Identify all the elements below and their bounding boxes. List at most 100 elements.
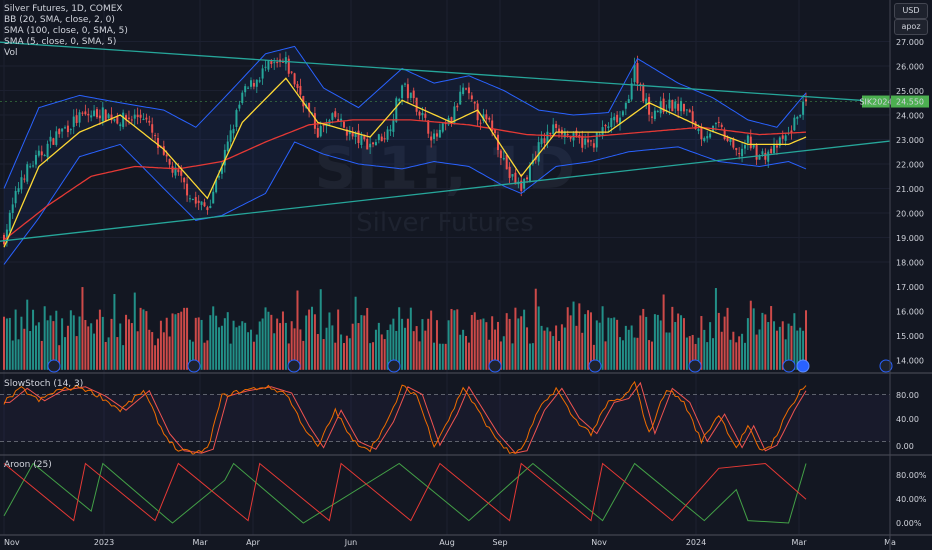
volume-bar bbox=[342, 343, 345, 370]
volume-bar bbox=[781, 321, 784, 370]
event-marker-icon bbox=[187, 359, 201, 373]
volume-bar bbox=[604, 341, 607, 370]
indicator-sma100-label[interactable]: SMA (100, close, 0, SMA, 5) bbox=[4, 26, 128, 36]
volume-bar bbox=[119, 323, 122, 370]
candle-body bbox=[98, 115, 101, 119]
volume-bar bbox=[584, 314, 587, 370]
volume-bar bbox=[682, 318, 685, 370]
volume-bar bbox=[357, 323, 360, 370]
volume-bar bbox=[209, 315, 212, 370]
candle-body bbox=[200, 201, 203, 205]
candle-body bbox=[151, 124, 154, 133]
volume-bar bbox=[159, 320, 162, 370]
volume-bar bbox=[197, 317, 200, 370]
candle-body bbox=[69, 129, 72, 131]
volume-bar bbox=[348, 338, 351, 370]
volume-bar bbox=[125, 314, 128, 370]
candle-body bbox=[633, 64, 636, 83]
volume-bar bbox=[241, 321, 244, 370]
volume-bar bbox=[743, 342, 746, 370]
currency-badge[interactable]: USD bbox=[894, 3, 928, 19]
candle-body bbox=[680, 100, 683, 112]
volume-bar bbox=[113, 294, 116, 370]
volume-bar bbox=[72, 315, 75, 370]
volume-bar bbox=[741, 333, 744, 370]
volume-bar bbox=[171, 313, 174, 370]
volume-bar bbox=[749, 300, 752, 370]
candle-body bbox=[191, 198, 194, 200]
aroon-tick-label: 0.00% bbox=[896, 519, 922, 528]
candle-body bbox=[223, 149, 226, 166]
volume-bar bbox=[694, 343, 697, 370]
candle-body bbox=[142, 118, 145, 120]
volume-bar bbox=[462, 329, 465, 370]
candle-body bbox=[685, 109, 688, 111]
candle-body bbox=[659, 101, 662, 114]
volume-bar bbox=[444, 343, 447, 370]
volume-bar bbox=[488, 339, 491, 370]
candle-body bbox=[421, 112, 424, 116]
volume-bar bbox=[674, 322, 677, 370]
watermark-name: Silver Futures bbox=[356, 208, 534, 238]
volume-bar bbox=[64, 337, 67, 370]
indicator-bb-label[interactable]: BB (20, SMA, close, 2, 0) bbox=[4, 15, 115, 25]
volume-bar bbox=[406, 318, 409, 370]
volume-bar bbox=[372, 342, 375, 370]
candle-body bbox=[125, 115, 128, 120]
volume-bar bbox=[404, 327, 406, 370]
volume-bar bbox=[746, 318, 749, 370]
volume-bar bbox=[427, 318, 430, 370]
volume-bar bbox=[697, 337, 700, 370]
volume-bar bbox=[659, 320, 662, 370]
candle-body bbox=[668, 99, 671, 109]
volume-bar bbox=[456, 309, 459, 370]
candle-body bbox=[601, 127, 604, 136]
volume-bar bbox=[183, 307, 186, 370]
price-tick-label: 16.000 bbox=[896, 308, 924, 317]
volume-bar bbox=[627, 329, 630, 370]
candle-body bbox=[276, 62, 279, 64]
candle-body bbox=[20, 177, 23, 190]
volume-bar bbox=[130, 323, 133, 370]
candle-body bbox=[595, 132, 598, 148]
volume-bar bbox=[29, 331, 32, 370]
stoch-label[interactable]: SlowStoch (14, 3) bbox=[4, 379, 84, 389]
indicator-sma5-label[interactable]: SMA (5, close, 0, SMA, 5) bbox=[4, 37, 117, 47]
candle-body bbox=[389, 129, 392, 132]
volume-bar bbox=[252, 341, 255, 370]
candle-body bbox=[75, 115, 78, 123]
candle-body bbox=[456, 105, 459, 108]
volume-bar bbox=[601, 306, 604, 370]
candle-body bbox=[761, 151, 764, 155]
candle-body bbox=[746, 135, 749, 143]
candle-body bbox=[523, 178, 526, 189]
candle-body bbox=[642, 84, 645, 102]
candle-body bbox=[374, 142, 377, 146]
candle-body bbox=[540, 138, 543, 145]
candle-body bbox=[351, 131, 354, 137]
indicator-vol-label[interactable]: Vol bbox=[4, 48, 18, 58]
volume-bar bbox=[598, 322, 601, 370]
volume-bar bbox=[136, 331, 139, 370]
aroon-up-line bbox=[3, 462, 807, 524]
candle-body bbox=[775, 145, 778, 148]
candle-body bbox=[616, 114, 619, 123]
volume-bar bbox=[122, 345, 125, 370]
volume-bar bbox=[165, 317, 168, 370]
candle-body bbox=[467, 87, 470, 94]
volume-bar bbox=[465, 335, 468, 370]
volume-bar bbox=[650, 341, 653, 370]
candle-body bbox=[453, 106, 456, 125]
symbol-title[interactable]: Silver Futures, 1D, COMEX bbox=[4, 4, 123, 14]
candle-body bbox=[55, 131, 58, 145]
volume-bar bbox=[383, 339, 386, 370]
volume-bar bbox=[729, 339, 732, 370]
volume-bar bbox=[293, 328, 296, 370]
user-badge[interactable]: apoz bbox=[894, 19, 928, 35]
candle-body bbox=[778, 137, 781, 146]
volume-bar bbox=[223, 318, 226, 370]
candle-body bbox=[232, 128, 235, 134]
volume-bar bbox=[95, 319, 98, 370]
aroon-label[interactable]: Aroon (25) bbox=[4, 460, 52, 470]
candle-body bbox=[459, 91, 462, 105]
